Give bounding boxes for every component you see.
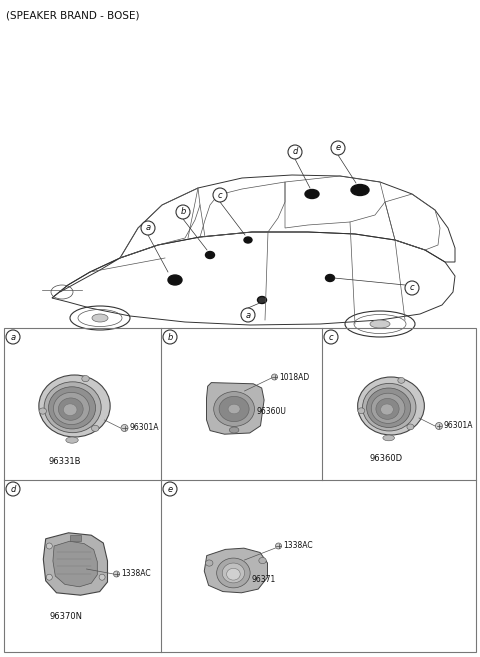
- Ellipse shape: [325, 275, 335, 281]
- Ellipse shape: [92, 425, 99, 432]
- Text: 96360D: 96360D: [370, 454, 403, 463]
- Ellipse shape: [39, 375, 110, 437]
- Circle shape: [6, 330, 20, 344]
- Ellipse shape: [63, 404, 77, 416]
- Text: d: d: [292, 148, 298, 156]
- Bar: [70, 535, 81, 541]
- Text: 96331B: 96331B: [48, 457, 81, 466]
- Ellipse shape: [82, 376, 89, 382]
- Text: 96301A: 96301A: [130, 424, 159, 432]
- Circle shape: [213, 188, 227, 202]
- Ellipse shape: [168, 275, 182, 285]
- Text: 1018AD: 1018AD: [279, 373, 310, 382]
- Circle shape: [163, 482, 177, 496]
- Ellipse shape: [358, 377, 424, 435]
- Polygon shape: [204, 548, 267, 593]
- Ellipse shape: [59, 398, 83, 420]
- Circle shape: [276, 543, 281, 549]
- Ellipse shape: [205, 560, 213, 566]
- Text: 96371: 96371: [252, 576, 276, 585]
- Ellipse shape: [376, 398, 399, 419]
- Circle shape: [99, 574, 105, 580]
- Circle shape: [435, 422, 443, 430]
- Text: 1338AC: 1338AC: [121, 570, 151, 579]
- Ellipse shape: [244, 237, 252, 243]
- Text: 1338AC: 1338AC: [284, 541, 313, 551]
- Ellipse shape: [44, 382, 101, 433]
- Text: a: a: [11, 332, 15, 342]
- Ellipse shape: [228, 404, 240, 414]
- Circle shape: [141, 221, 155, 235]
- Ellipse shape: [48, 387, 96, 429]
- Text: 96370N: 96370N: [50, 612, 83, 621]
- Ellipse shape: [205, 252, 215, 258]
- Ellipse shape: [358, 408, 365, 414]
- Bar: [4, 328, 476, 652]
- Text: (SPEAKER BRAND - BOSE): (SPEAKER BRAND - BOSE): [6, 10, 140, 20]
- Text: b: b: [168, 332, 173, 342]
- Text: 96301A: 96301A: [444, 422, 473, 430]
- Ellipse shape: [372, 394, 405, 423]
- Ellipse shape: [305, 189, 319, 198]
- Ellipse shape: [66, 437, 78, 443]
- Ellipse shape: [222, 563, 244, 583]
- Text: 96360U: 96360U: [256, 407, 287, 415]
- Ellipse shape: [367, 388, 411, 428]
- Ellipse shape: [381, 404, 393, 415]
- Circle shape: [6, 482, 20, 496]
- Circle shape: [46, 543, 52, 549]
- Ellipse shape: [227, 568, 240, 580]
- Ellipse shape: [257, 296, 266, 304]
- Circle shape: [324, 330, 338, 344]
- Circle shape: [176, 205, 190, 219]
- Ellipse shape: [229, 427, 239, 433]
- Text: d: d: [10, 484, 16, 493]
- Ellipse shape: [362, 384, 416, 431]
- Circle shape: [405, 281, 419, 295]
- Circle shape: [272, 374, 277, 380]
- Text: e: e: [168, 484, 173, 493]
- Text: b: b: [180, 208, 186, 217]
- Polygon shape: [206, 382, 264, 434]
- Ellipse shape: [92, 314, 108, 322]
- Circle shape: [113, 571, 120, 577]
- Circle shape: [46, 574, 52, 580]
- Text: c: c: [410, 284, 414, 292]
- Circle shape: [331, 141, 345, 155]
- Text: c: c: [329, 332, 333, 342]
- Polygon shape: [53, 541, 97, 587]
- Circle shape: [121, 424, 128, 432]
- Ellipse shape: [259, 557, 266, 564]
- Ellipse shape: [219, 396, 249, 422]
- Text: c: c: [218, 191, 222, 200]
- Ellipse shape: [216, 558, 250, 588]
- Ellipse shape: [351, 185, 369, 196]
- Ellipse shape: [370, 320, 390, 328]
- Ellipse shape: [53, 392, 89, 424]
- Ellipse shape: [383, 435, 395, 441]
- Circle shape: [163, 330, 177, 344]
- Ellipse shape: [39, 408, 47, 414]
- Circle shape: [288, 145, 302, 159]
- Text: e: e: [336, 143, 341, 152]
- Text: a: a: [245, 311, 251, 319]
- Ellipse shape: [214, 392, 254, 426]
- Circle shape: [241, 308, 255, 322]
- Polygon shape: [43, 533, 108, 595]
- Ellipse shape: [407, 424, 414, 430]
- Text: a: a: [145, 223, 151, 233]
- Ellipse shape: [398, 378, 405, 383]
